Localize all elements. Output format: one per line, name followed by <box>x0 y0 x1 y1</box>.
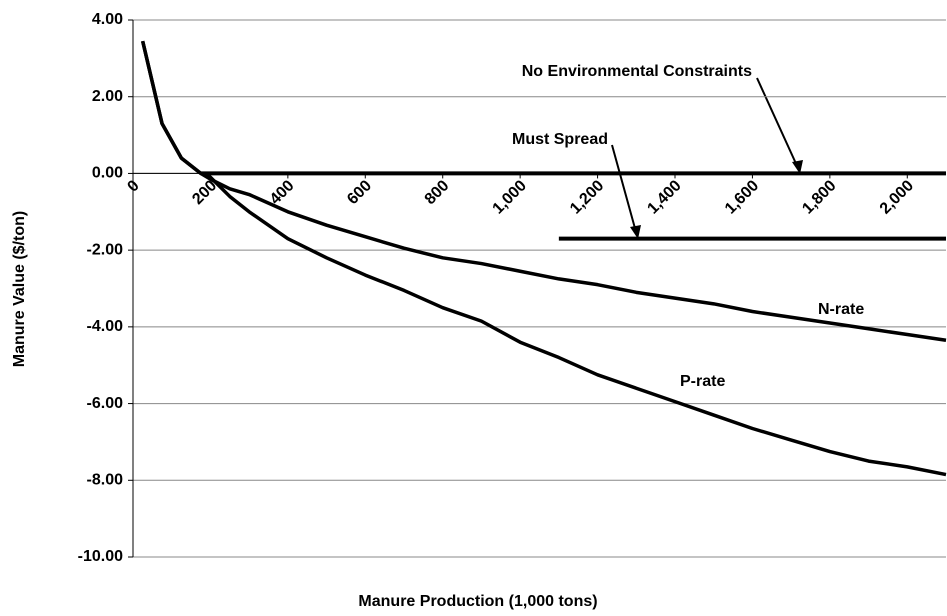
arrow <box>611 144 637 233</box>
x-tick-label: 1,000 <box>490 177 530 217</box>
x-tick-label: 600 <box>344 177 375 208</box>
series-label: N-rate <box>818 301 864 318</box>
x-tick-label: 2,000 <box>877 177 917 217</box>
x-tick-label: 800 <box>422 177 453 208</box>
y-tick-label: 2.00 <box>92 88 123 105</box>
x-axis-label: Manure Production (1,000 tons) <box>358 593 597 610</box>
x-tick-label: 0 <box>124 177 142 195</box>
y-tick-label: 4.00 <box>92 11 123 28</box>
x-tick-label: 1,200 <box>567 177 607 217</box>
x-tick-label: 1,400 <box>644 177 684 217</box>
arrow <box>756 77 799 169</box>
arrowhead <box>630 225 641 239</box>
y-tick-label: -10.00 <box>78 548 123 565</box>
x-tick-label: 1,800 <box>799 177 839 217</box>
y-tick-label: -4.00 <box>87 318 124 335</box>
series-label: No Environmental Constraints <box>522 63 752 80</box>
x-tick-label: 1,600 <box>722 177 762 217</box>
y-tick-label: -6.00 <box>87 395 124 412</box>
y-tick-label: -8.00 <box>87 472 124 489</box>
y-axis-label: Manure Value ($/ton) <box>11 211 28 367</box>
series-label: Must Spread <box>512 131 608 148</box>
series-line <box>140 40 947 477</box>
arrowhead <box>792 160 803 174</box>
y-tick-label: -2.00 <box>87 241 124 258</box>
y-tick-label: 0.00 <box>92 165 123 182</box>
series-label: P-rate <box>680 373 725 390</box>
